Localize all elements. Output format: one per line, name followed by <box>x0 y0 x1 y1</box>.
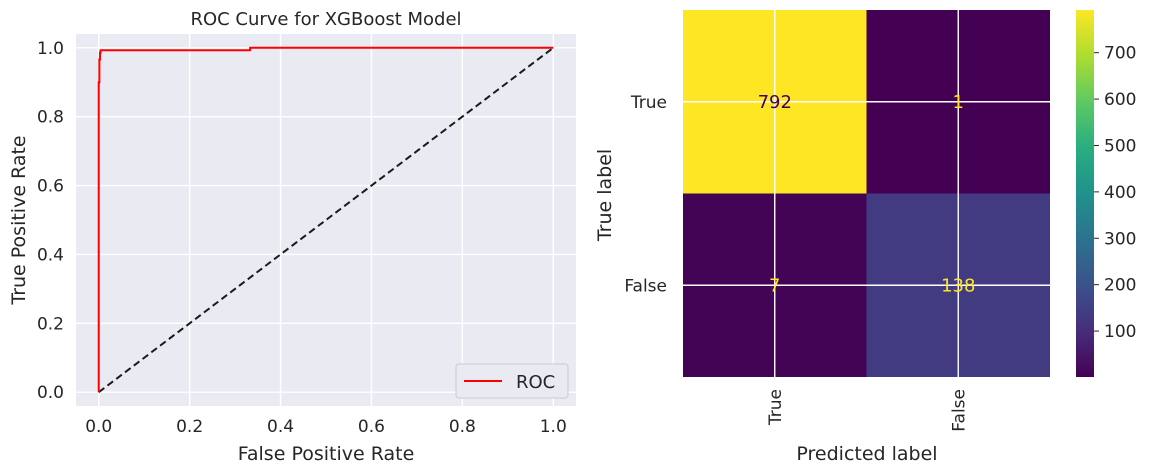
colorbar-tick-label: 100 <box>1104 322 1136 342</box>
colorbar-tick-label: 700 <box>1104 44 1136 64</box>
roc-title: ROC Curve for XGBoost Model <box>190 9 461 30</box>
roc-y-tick-label: 0.6 <box>37 177 64 197</box>
cm-cell-value: 7 <box>769 275 780 296</box>
confusion-matrix-chart: 792 1 7 138 True False True False Predicted l… <box>594 10 1136 465</box>
cm-y-tick-labels: True False <box>624 93 667 297</box>
roc-curve-line <box>97 46 554 393</box>
roc-x-tick-label: 1.0 <box>540 417 567 437</box>
roc-legend-box <box>455 363 569 399</box>
colorbar-tick-label: 300 <box>1104 229 1136 249</box>
colorbar-tick-label: 600 <box>1104 90 1136 110</box>
cm-cell-value: 1 <box>953 92 964 113</box>
cm-x-tick-label: True <box>766 389 786 426</box>
cm-x-axis-label: Predicted label <box>796 443 937 465</box>
cm-x-tick-label: False <box>949 389 969 432</box>
colorbar-tick-label: 500 <box>1104 136 1136 156</box>
roc-x-tick-label: 0.2 <box>176 417 203 437</box>
cm-cell-value: 792 <box>758 92 792 113</box>
roc-legend: ROC <box>455 363 569 399</box>
roc-x-tick-label: 0.4 <box>267 417 294 437</box>
cm-value-labels: 792 1 7 138 <box>758 92 976 297</box>
roc-chart: 0.0 0.2 0.4 0.6 0.8 1.0 0.0 0.2 0.4 0.6 0.8 1.0 RO… <box>8 9 576 465</box>
cm-cell-value: 138 <box>941 275 975 296</box>
roc-y-tick-label: 0.0 <box>37 383 64 403</box>
roc-y-tick-label: 0.4 <box>37 245 64 265</box>
colorbar-tick-label: 400 <box>1104 183 1136 203</box>
cm-y-tick-label: True <box>630 93 667 113</box>
cm-y-axis-label: True label <box>594 149 616 242</box>
roc-y-tick-labels: 0.0 0.2 0.4 0.6 0.8 1.0 <box>37 39 64 403</box>
colorbar <box>1076 10 1094 377</box>
roc-x-axis-label: False Positive Rate <box>238 443 415 465</box>
roc-plot-area <box>76 34 576 406</box>
roc-x-tick-labels: 0.0 0.2 0.4 0.6 0.8 1.0 <box>85 417 567 437</box>
colorbar-tick-label: 200 <box>1104 276 1136 296</box>
chance-diagonal-line <box>98 46 554 394</box>
roc-lines <box>97 46 554 394</box>
roc-y-tick-label: 0.2 <box>37 314 64 334</box>
colorbar-tick-labels: 100 200 300 400 500 600 700 <box>1094 44 1136 342</box>
cm-x-tick-labels: True False <box>766 389 970 432</box>
roc-y-axis-label: True Positive Rate <box>8 135 30 305</box>
roc-y-tick-label: 0.8 <box>37 108 64 128</box>
roc-x-tick-label: 0.6 <box>358 417 385 437</box>
cm-grid <box>683 10 1050 377</box>
roc-x-tick-label: 0.0 <box>85 417 112 437</box>
roc-legend-label: ROC <box>516 372 555 393</box>
roc-x-tick-label: 0.8 <box>449 417 476 437</box>
cm-cells <box>683 10 1050 377</box>
roc-y-tick-label: 1.0 <box>37 39 64 59</box>
cm-y-tick-label: False <box>624 276 667 296</box>
roc-grid <box>76 34 576 406</box>
